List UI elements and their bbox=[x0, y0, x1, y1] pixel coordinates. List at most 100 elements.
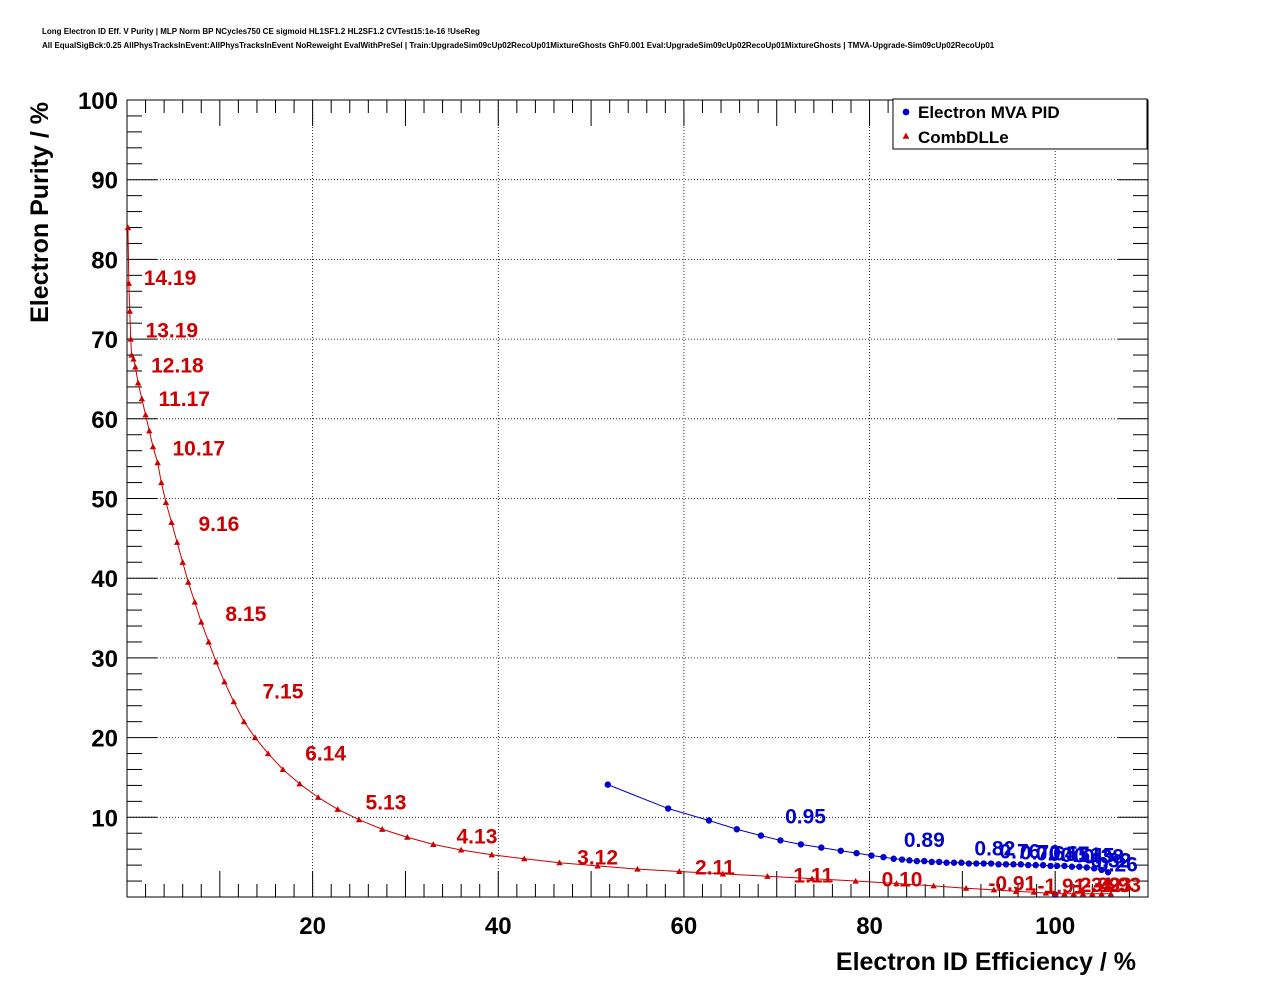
series-line bbox=[127, 227, 1111, 895]
data-point bbox=[488, 851, 495, 858]
point-label: 0.82 bbox=[974, 838, 1015, 861]
series-electron-mva-pid bbox=[604, 781, 1112, 898]
point-label: 0.32 bbox=[1090, 850, 1131, 873]
data-point bbox=[853, 849, 860, 857]
data-point bbox=[1030, 889, 1038, 895]
data-point bbox=[179, 559, 186, 565]
data-point bbox=[634, 865, 641, 872]
x-tick-label: 20 bbox=[299, 913, 326, 940]
point-label: 1.11 bbox=[793, 865, 833, 888]
data-point bbox=[958, 859, 965, 866]
data-point bbox=[315, 794, 322, 800]
point-label: -4.93 bbox=[1093, 874, 1141, 897]
y-tick-label: 30 bbox=[91, 646, 118, 673]
data-point bbox=[162, 499, 170, 506]
data-point bbox=[764, 873, 771, 879]
data-point bbox=[1002, 861, 1010, 868]
point-label: 0.70 bbox=[1020, 842, 1061, 865]
y-tick-label: 70 bbox=[91, 327, 118, 354]
point-label: -0.91 bbox=[988, 873, 1036, 896]
legend: Electron MVA PID CombDLLe bbox=[892, 98, 1148, 150]
data-point bbox=[521, 855, 528, 862]
data-point bbox=[1076, 863, 1083, 870]
x-tick-label: 40 bbox=[485, 913, 512, 940]
data-point bbox=[818, 844, 825, 851]
data-point bbox=[797, 841, 805, 848]
data-point bbox=[1098, 866, 1105, 874]
data-point bbox=[132, 363, 139, 370]
data-point bbox=[264, 750, 272, 757]
y-axis-label: Electron Purity / % bbox=[26, 102, 54, 323]
data-point bbox=[928, 858, 935, 866]
data-point bbox=[1012, 888, 1020, 894]
y-tick-label: 40 bbox=[91, 566, 118, 593]
data-point bbox=[1051, 890, 1059, 897]
data-point bbox=[124, 224, 132, 231]
point-label: 5.13 bbox=[366, 791, 407, 814]
data-point bbox=[154, 459, 161, 466]
data-point bbox=[125, 280, 133, 286]
point-label: 7.15 bbox=[263, 681, 304, 704]
point-label: 0.89 bbox=[904, 829, 945, 852]
data-point bbox=[138, 395, 146, 402]
data-point bbox=[990, 886, 998, 893]
x-tick-label: 80 bbox=[856, 913, 883, 940]
chart-title-line-2: All EqualSigBck:0.25 AllPhysTracksInEven… bbox=[42, 41, 995, 50]
point-label: 6.14 bbox=[305, 743, 346, 766]
legend-label-electron-mva-pid: Electron MVA PID bbox=[918, 103, 1060, 122]
data-point bbox=[965, 860, 973, 867]
data-point bbox=[1068, 863, 1076, 870]
point-label: -1.91 bbox=[1038, 875, 1086, 898]
data-point bbox=[1042, 889, 1050, 896]
data-point bbox=[995, 861, 1002, 868]
data-point bbox=[733, 826, 741, 833]
data-point bbox=[457, 846, 465, 853]
data-point bbox=[1070, 890, 1077, 897]
point-label: 0.57 bbox=[1049, 843, 1090, 866]
point-annotations: 0.95 0.89 0.820.760.700.640.570.510.450.38… bbox=[144, 267, 1141, 898]
y-axis-tick-labels: 10 20 30 40 50 60 70 80 90 100 bbox=[78, 88, 118, 832]
data-point bbox=[1090, 865, 1098, 872]
series bbox=[124, 224, 1115, 898]
data-point bbox=[334, 806, 341, 812]
data-point bbox=[1047, 862, 1054, 870]
data-point bbox=[430, 841, 437, 847]
data-point bbox=[191, 598, 198, 605]
data-point bbox=[1061, 890, 1068, 897]
data-point bbox=[379, 826, 386, 832]
point-label: 0.26 bbox=[1097, 853, 1138, 876]
data-point bbox=[205, 638, 212, 645]
point-label: -3.93 bbox=[1084, 874, 1132, 897]
point-label: 8.15 bbox=[225, 603, 266, 626]
data-point bbox=[1025, 861, 1032, 869]
data-point bbox=[212, 658, 220, 665]
data-point bbox=[251, 734, 259, 741]
series-combdlle bbox=[124, 224, 1115, 897]
data-point bbox=[777, 837, 784, 844]
data-point bbox=[1104, 869, 1112, 876]
data-point bbox=[1107, 890, 1115, 897]
data-point bbox=[676, 868, 683, 875]
data-point bbox=[980, 860, 987, 867]
y-tick-label: 90 bbox=[91, 168, 118, 195]
data-point bbox=[128, 351, 135, 358]
data-point bbox=[126, 308, 133, 314]
data-point bbox=[913, 857, 921, 865]
data-point bbox=[1098, 890, 1105, 897]
point-label: -2.92 bbox=[1073, 874, 1121, 897]
data-point bbox=[1089, 890, 1096, 897]
data-point bbox=[240, 718, 248, 725]
data-point bbox=[149, 443, 157, 450]
grid bbox=[127, 99, 1148, 897]
data-point bbox=[198, 618, 205, 625]
y-tick-label: 50 bbox=[91, 487, 118, 514]
data-point bbox=[1017, 861, 1025, 868]
data-point bbox=[594, 862, 601, 869]
point-label: 12.18 bbox=[151, 355, 204, 378]
point-label: 0.10 bbox=[882, 869, 923, 892]
y-tick-label: 60 bbox=[91, 407, 118, 434]
data-point bbox=[719, 870, 727, 877]
point-label: 0.95 bbox=[785, 806, 826, 829]
data-point bbox=[130, 355, 137, 362]
